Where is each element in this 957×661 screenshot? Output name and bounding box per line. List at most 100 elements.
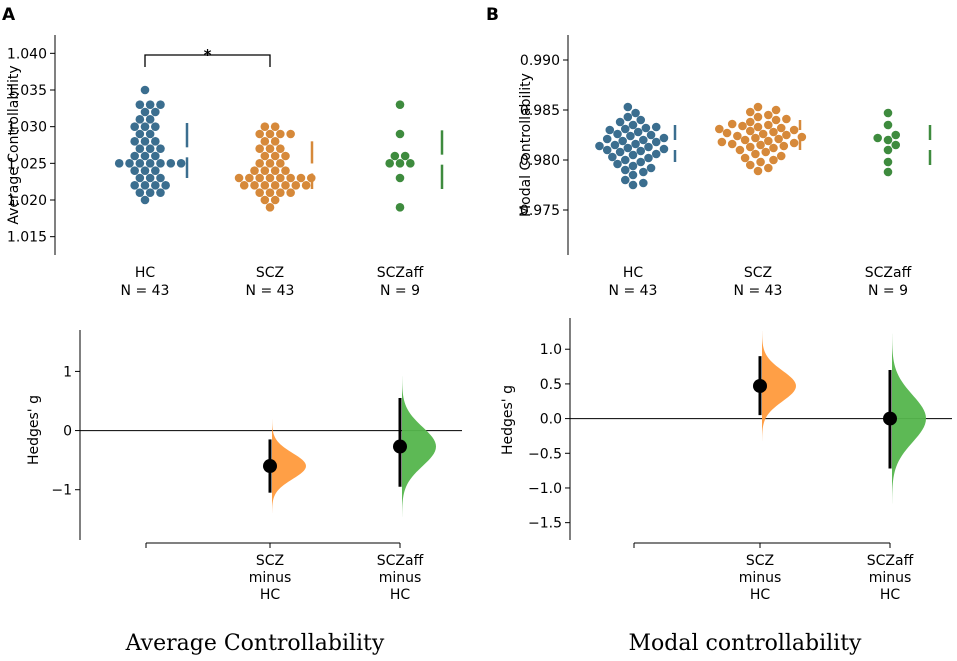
group-label: HC: [623, 265, 644, 281]
data-point: [161, 181, 170, 190]
data-point: [722, 128, 732, 138]
data-point: [145, 188, 155, 197]
y-tick-label: 0.980: [520, 153, 560, 169]
y-tick-label: 1.040: [7, 46, 47, 62]
comparison-label: SCZ: [256, 553, 284, 569]
caption-average-controllability: Average Controllability: [125, 631, 385, 656]
data-point: [628, 120, 638, 130]
data-point: [769, 127, 778, 137]
data-point: [286, 129, 295, 139]
y-tick-label: 0.985: [520, 103, 560, 119]
comparison-label: minus: [869, 570, 912, 586]
y-axis-label: Hedges' g: [26, 395, 42, 465]
data-point: [727, 119, 737, 129]
data-point: [631, 108, 640, 118]
comparison-label: SCZaff: [867, 553, 914, 569]
swarm-plot-modal-controllability: 0.975 0.980 0.985 0.990 Modal Controllabilit…: [518, 35, 932, 299]
comparison-label: minus: [249, 570, 292, 586]
data-point: [145, 100, 155, 109]
data-point: [613, 129, 622, 139]
data-point: [135, 129, 145, 139]
bootstrap-distribution: [762, 331, 796, 441]
data-point: [291, 181, 301, 190]
data-point: [644, 153, 653, 163]
data-point: [753, 112, 763, 122]
data-point: [255, 173, 264, 183]
data-point: [639, 167, 648, 177]
y-tick-label: 1.020: [7, 193, 47, 209]
y-tick-label: −1: [51, 483, 72, 499]
data-point: [151, 107, 160, 117]
data-point: [883, 157, 893, 167]
data-point: [733, 131, 742, 141]
data-point: [281, 181, 290, 190]
data-point: [135, 159, 145, 168]
data-point: [255, 129, 264, 139]
effect-estimate-point: [883, 411, 897, 426]
data-point: [764, 136, 773, 146]
data-point: [276, 159, 285, 168]
data-point: [727, 139, 737, 149]
data-point: [265, 129, 275, 139]
data-point: [659, 133, 669, 143]
data-point: [265, 144, 275, 153]
data-point: [265, 173, 275, 183]
data-point: [659, 144, 669, 154]
data-point: [883, 108, 893, 118]
data-point: [602, 145, 612, 155]
group-label: HC: [135, 265, 156, 281]
caption-modal-controllability: Modal controllability: [629, 631, 863, 656]
data-point: [145, 144, 155, 153]
data-point: [156, 159, 165, 168]
effect-estimate-point: [393, 439, 407, 454]
data-point: [751, 149, 760, 159]
data-point: [135, 115, 145, 124]
data-point: [151, 122, 160, 131]
data-point: [296, 173, 306, 183]
data-point: [891, 130, 901, 140]
data-point: [130, 181, 139, 190]
comparison-label: HC: [880, 587, 901, 603]
data-point: [255, 144, 264, 153]
y-tick-label: 0.0: [540, 412, 562, 428]
data-point: [270, 195, 280, 205]
data-point: [623, 112, 633, 122]
data-point: [610, 140, 620, 150]
data-point: [883, 120, 893, 130]
data-point: [390, 151, 400, 161]
data-point: [758, 129, 768, 139]
data-point: [774, 134, 783, 144]
data-point: [636, 115, 646, 125]
data-point: [114, 159, 124, 168]
data-point: [255, 159, 264, 168]
data-point: [779, 141, 789, 151]
data-point: [135, 188, 145, 197]
data-point: [276, 144, 285, 153]
data-point: [140, 85, 150, 95]
data-point: [628, 170, 638, 180]
data-point: [145, 115, 155, 124]
data-point: [753, 102, 763, 112]
data-point: [151, 137, 160, 146]
data-point: [395, 100, 405, 109]
group-n-label: N = 43: [121, 283, 170, 299]
significance-bracket: [144, 54, 271, 67]
data-point: [125, 159, 134, 168]
y-tick-label: 0.990: [520, 53, 560, 69]
data-point: [789, 125, 799, 135]
data-point: [745, 126, 755, 136]
data-point: [769, 155, 778, 165]
group-label: SCZ: [256, 265, 284, 281]
data-point: [620, 124, 630, 134]
data-point: [771, 105, 781, 115]
data-point: [239, 181, 249, 190]
data-point: [140, 181, 150, 190]
y-tick-label: 0.5: [540, 377, 562, 393]
comparison-label: HC: [260, 587, 281, 603]
data-point: [265, 188, 275, 197]
y-tick-label: −0.5: [528, 446, 562, 462]
comparison-label: HC: [750, 587, 771, 603]
data-point: [631, 139, 640, 149]
